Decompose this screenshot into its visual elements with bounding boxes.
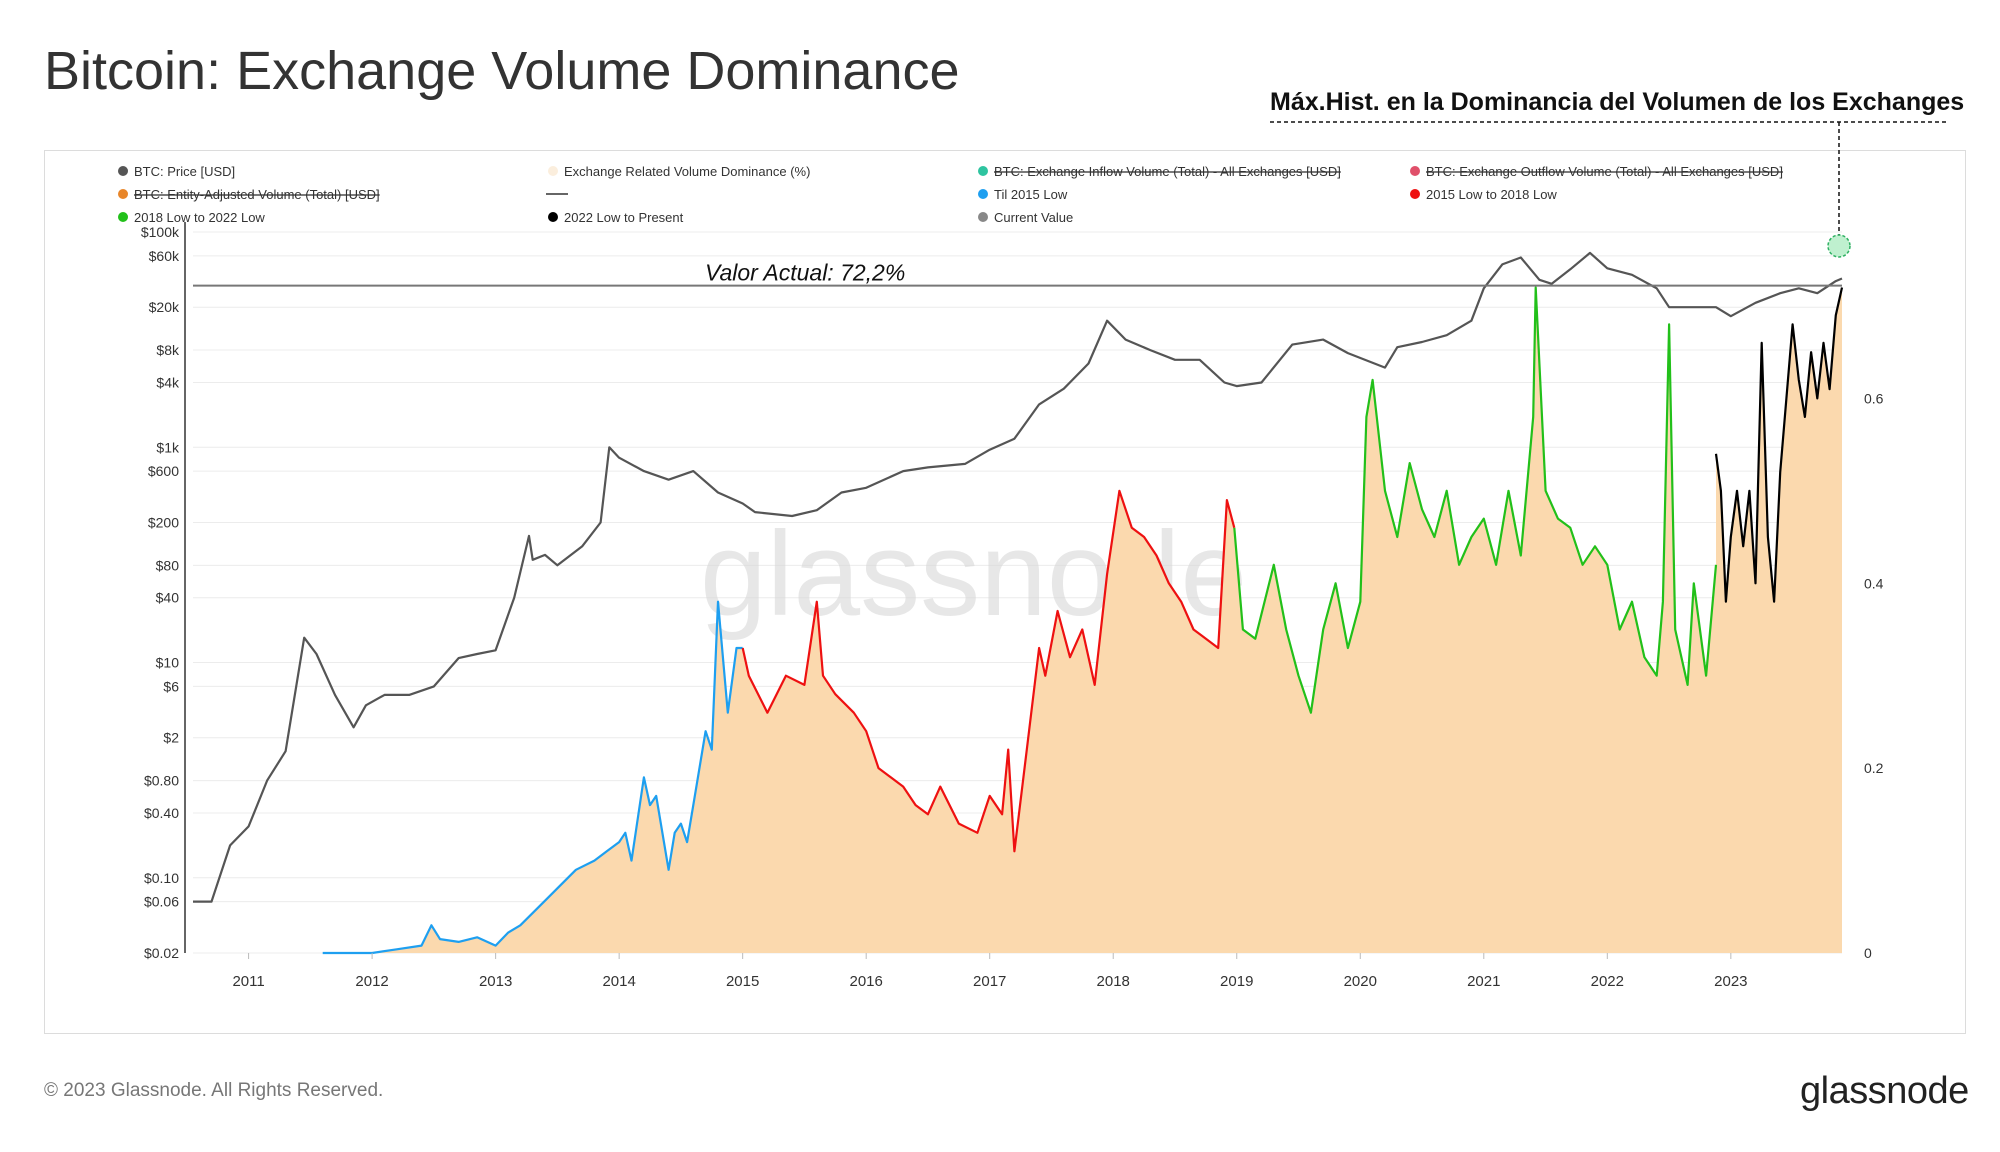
legend-label: BTC: Exchange Outflow Volume (Total) - A…	[1426, 164, 1783, 179]
current-value-label: Valor Actual: 72,2%	[705, 260, 905, 286]
legend-swatch	[978, 166, 988, 176]
x-tick-label: 2020	[1344, 973, 1377, 990]
x-tick-label: 2012	[355, 973, 388, 990]
legend-label: BTC: Entity-Adjusted Volume (Total) [USD…	[134, 187, 380, 202]
page-title: Bitcoin: Exchange Volume Dominance	[44, 41, 960, 101]
right-tick-label: 0.4	[1864, 575, 1884, 591]
x-tick-label: 2023	[1714, 973, 1747, 990]
x-tick-label: 2018	[1097, 973, 1130, 990]
legend-swatch	[978, 212, 988, 222]
legend-swatch	[548, 212, 558, 222]
left-tick-label: $2	[163, 730, 179, 746]
legend-swatch	[1410, 189, 1420, 199]
left-tick-label: $8k	[156, 342, 180, 358]
glassnode-logo: glassnode	[1800, 1070, 1969, 1112]
x-tick-label: 2014	[602, 973, 635, 990]
right-tick-label: 0.6	[1864, 390, 1884, 406]
left-tick-label: $100k	[141, 224, 180, 240]
left-tick-label: $20k	[149, 299, 180, 315]
legend-label: BTC: Price [USD]	[134, 164, 235, 179]
left-tick-label: $200	[148, 514, 179, 530]
legend-swatch	[548, 166, 558, 176]
left-tick-label: $80	[156, 557, 180, 573]
legend-swatch	[118, 166, 128, 176]
legend-label: BTC: Exchange Inflow Volume (Total) - Al…	[994, 164, 1341, 179]
dominance-area	[322, 287, 1842, 953]
left-tick-label: $600	[148, 463, 179, 479]
dominance-line-2018-low-to-2022-low	[1233, 286, 1718, 714]
left-tick-label: $0.02	[144, 945, 179, 961]
left-tick-label: $6	[163, 678, 179, 694]
left-tick-label: $4k	[156, 374, 180, 390]
btc-price-line	[193, 251, 1843, 903]
legend-label: 2018 Low to 2022 Low	[134, 210, 265, 225]
x-tick-label: 2011	[232, 973, 264, 990]
left-tick-label: $60k	[149, 248, 180, 264]
chart-panel	[44, 150, 1966, 1034]
ath-marker	[1827, 234, 1851, 258]
legend-label: Current Value	[994, 210, 1073, 225]
ath-annotation-label: Máx.Hist. en la Dominancia del Volumen d…	[1270, 88, 1965, 116]
legend-swatch	[1410, 166, 1420, 176]
dominance-line-2015-low-to-2018-low	[741, 489, 1236, 853]
x-tick-label: 2019	[1220, 973, 1253, 990]
x-tick-label: 2015	[726, 973, 759, 990]
left-tick-label: $40	[156, 590, 180, 606]
legend-label: 2022 Low to Present	[564, 210, 684, 225]
legend-swatch	[118, 189, 128, 199]
right-tick-label: 0.2	[1864, 760, 1884, 776]
left-tick-label: $0.80	[144, 773, 179, 789]
dominance-line-til-2015-low	[322, 600, 743, 955]
right-tick-label: 0	[1864, 945, 1872, 961]
x-tick-label: 2013	[479, 973, 512, 990]
legend-label: 2015 Low to 2018 Low	[1426, 187, 1557, 202]
x-tick-label: 2022	[1591, 973, 1624, 990]
left-tick-label: $0.40	[144, 805, 179, 821]
copyright-text: © 2023 Glassnode. All Rights Reserved.	[44, 1080, 384, 1101]
left-tick-label: $1k	[156, 439, 180, 455]
x-tick-label: 2017	[973, 973, 1006, 990]
left-tick-label: $10	[156, 655, 180, 671]
x-tick-label: 2021	[1467, 973, 1500, 990]
legend-swatch	[978, 189, 988, 199]
left-tick-label: $0.10	[144, 870, 179, 886]
legend-swatch	[118, 212, 128, 222]
dominance-line-2022-low-to-present	[1714, 287, 1844, 603]
legend-label: Til 2015 Low	[994, 187, 1068, 202]
legend-label: Exchange Related Volume Dominance (%)	[564, 164, 810, 179]
x-tick-label: 2016	[849, 973, 882, 990]
left-tick-label: $0.06	[144, 894, 179, 910]
